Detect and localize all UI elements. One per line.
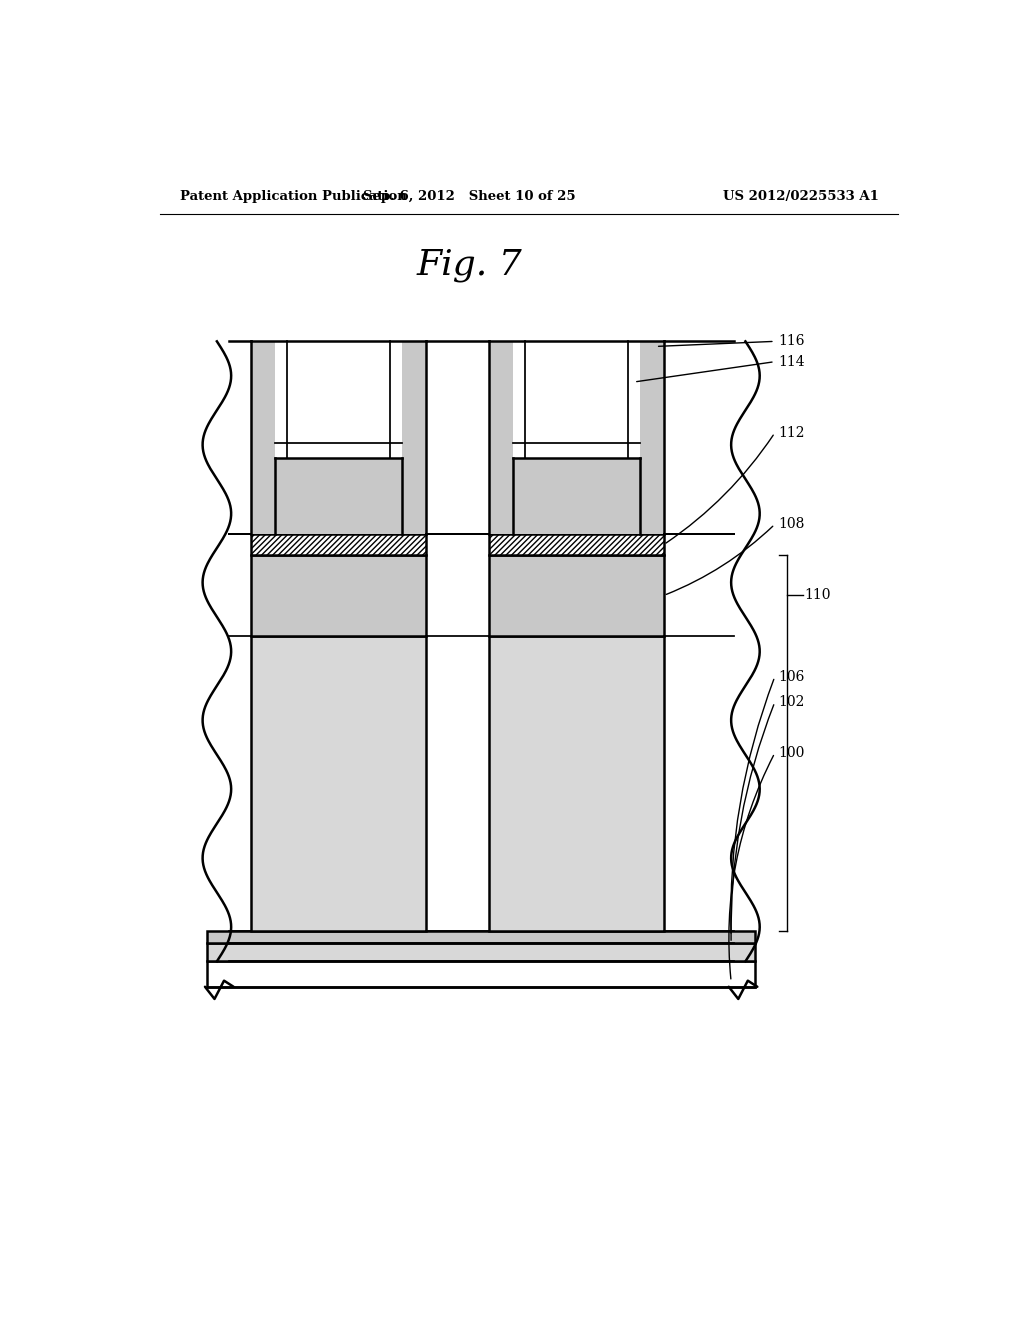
Bar (207, 942, 755, 961)
Text: 100: 100 (778, 746, 805, 760)
Bar (513, 342, 640, 458)
Text: 106: 106 (778, 669, 805, 684)
Bar (274, 444, 401, 458)
Text: Fig. 7: Fig. 7 (417, 248, 522, 282)
Bar (489, 636, 664, 931)
Bar (251, 636, 426, 931)
Bar (251, 535, 426, 554)
Text: 114: 114 (778, 355, 806, 368)
Text: Sep. 6, 2012   Sheet 10 of 25: Sep. 6, 2012 Sheet 10 of 25 (362, 190, 575, 202)
Text: US 2012/0225533 A1: US 2012/0225533 A1 (723, 190, 879, 202)
Bar (274, 342, 287, 458)
Bar (513, 444, 640, 458)
Bar (489, 342, 664, 535)
Bar (207, 961, 755, 987)
Bar (513, 342, 524, 458)
Bar (628, 342, 640, 458)
Bar (524, 342, 628, 444)
Text: 110: 110 (804, 589, 830, 602)
Bar (251, 554, 426, 636)
Bar (251, 342, 426, 535)
Text: Patent Application Publication: Patent Application Publication (179, 190, 407, 202)
Bar (489, 554, 664, 636)
Bar (287, 342, 390, 444)
Bar (207, 931, 755, 942)
Text: 116: 116 (778, 334, 805, 348)
Bar (390, 342, 401, 458)
Text: 102: 102 (778, 696, 805, 709)
Text: 108: 108 (778, 517, 805, 532)
Bar (489, 535, 664, 554)
Bar (274, 342, 401, 458)
Text: 112: 112 (778, 426, 805, 440)
